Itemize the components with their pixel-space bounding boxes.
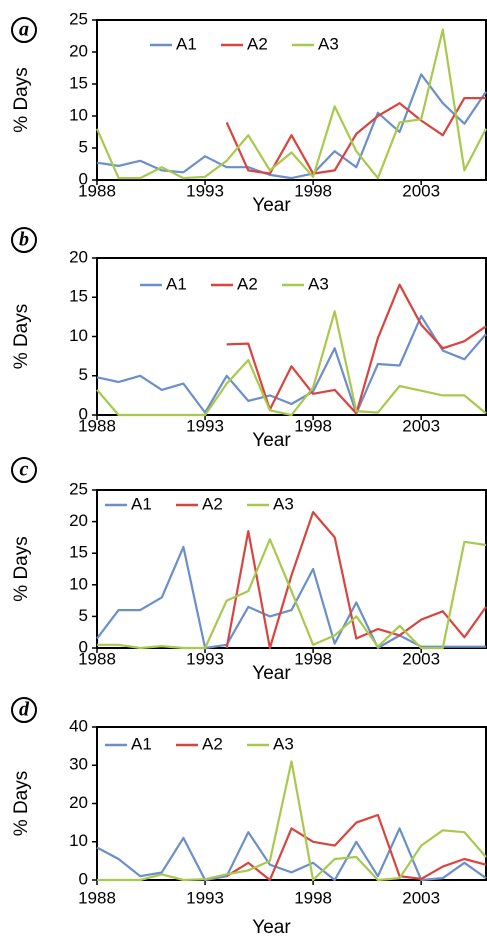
x-tick-label: 2003 (402, 181, 440, 200)
y-axis-title: % Days (11, 536, 32, 601)
y-tick-label: 40 (69, 716, 88, 735)
plot-frame (96, 489, 487, 649)
legend-label: A3 (318, 34, 339, 53)
panel-label: b (19, 229, 29, 251)
y-tick-label: 0 (79, 869, 88, 888)
panel-label: c (20, 459, 29, 481)
panel-label-circle (11, 227, 37, 253)
legend-label: A1 (166, 274, 187, 293)
x-axis-title: Year (252, 663, 291, 684)
y-tick-label: 10 (69, 105, 88, 124)
y-tick-label: 15 (69, 543, 88, 562)
legend-label: A2 (202, 494, 223, 513)
y-tick-label: 15 (69, 73, 88, 92)
x-tick-label: 2003 (402, 888, 440, 907)
panel-label: a (19, 19, 29, 41)
y-tick-label: 0 (79, 169, 88, 188)
y-axis-title: % Days (11, 67, 32, 132)
y-tick-label: 10 (69, 831, 88, 850)
y-tick-label: 25 (69, 479, 88, 498)
panel-label: d (19, 699, 30, 721)
x-tick-label: 1993 (186, 181, 224, 200)
series-line (226, 813, 487, 882)
y-tick-label: 5 (79, 137, 88, 156)
series-line (95, 28, 487, 180)
y-tick-label: 25 (69, 9, 88, 28)
y-tick-label: 5 (79, 606, 88, 625)
y-tick-label: 0 (79, 637, 88, 656)
y-tick-label: 30 (69, 755, 88, 774)
y-axis-title: % Days (11, 304, 32, 369)
legend-label: A1 (131, 734, 152, 753)
series-line (225, 511, 487, 650)
x-axis-title: Year (252, 430, 291, 451)
y-axis-title: % Days (11, 771, 32, 836)
series-line (96, 545, 486, 650)
panel-label-circle (11, 17, 37, 43)
y-tick-label: 20 (69, 793, 88, 812)
series-line (97, 538, 487, 650)
x-axis-title: Year (252, 195, 291, 216)
x-tick-label: 1993 (186, 888, 224, 907)
y-tick-label: 15 (69, 287, 88, 306)
legend-label: A1 (131, 494, 152, 513)
x-tick-label: 1998 (294, 888, 332, 907)
x-tick-label: 1998 (294, 649, 332, 668)
legend-label: A2 (202, 734, 223, 753)
legend-label: A2 (237, 274, 258, 293)
y-tick-label: 10 (69, 574, 88, 593)
y-tick-label: 0 (79, 404, 88, 423)
y-tick-label: 20 (69, 41, 88, 60)
series-line (96, 827, 487, 882)
x-tick-label: 1988 (78, 649, 116, 668)
x-tick-label: 1988 (78, 888, 116, 907)
x-tick-label: 2003 (402, 649, 440, 668)
x-tick-label: 2003 (402, 416, 440, 435)
series-line (97, 760, 487, 882)
legend-label: A2 (247, 34, 268, 53)
legend-label: A3 (273, 734, 294, 753)
series-line (96, 315, 487, 415)
x-axis-title: Year (252, 917, 291, 938)
x-tick-label: 1993 (186, 416, 224, 435)
series-line (96, 73, 487, 180)
legend-label: A3 (308, 274, 329, 293)
plot-frame (96, 19, 487, 181)
x-tick-label: 1993 (186, 649, 224, 668)
panel-label-circle (11, 457, 37, 483)
series-line (96, 310, 487, 417)
y-tick-label: 10 (69, 326, 88, 345)
legend-label: A1 (176, 34, 197, 53)
x-tick-label: 1988 (78, 416, 116, 435)
x-tick-label: 1998 (294, 181, 332, 200)
legend-label: A3 (273, 494, 294, 513)
series-line (226, 283, 487, 415)
y-tick-label: 5 (79, 365, 88, 384)
y-tick-label: 20 (69, 511, 88, 530)
series-line (225, 97, 486, 175)
x-tick-label: 1988 (78, 181, 116, 200)
panel-label-circle (11, 697, 37, 723)
y-tick-label: 20 (69, 247, 88, 266)
x-tick-label: 1998 (294, 416, 332, 435)
